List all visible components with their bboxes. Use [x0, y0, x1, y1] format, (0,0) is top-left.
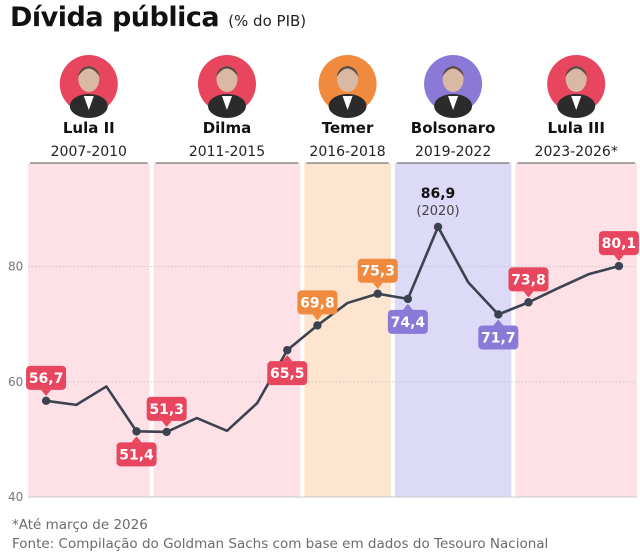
period-years: 2016-2018 [309, 144, 385, 160]
data-point [41, 396, 51, 406]
data-point [403, 294, 413, 304]
data-label: 74,4 [387, 303, 428, 334]
svg-text:51,4: 51,4 [119, 447, 154, 463]
period-band [153, 163, 301, 497]
footnote: *Até março de 2026 [12, 517, 148, 533]
data-label: 56,7 [26, 365, 67, 396]
period-years: 2007-2010 [51, 144, 127, 160]
svg-text:75,3: 75,3 [360, 264, 395, 280]
svg-text:74,4: 74,4 [391, 315, 426, 331]
svg-text:71,7: 71,7 [481, 330, 516, 346]
period-name: Lula III [547, 119, 604, 137]
data-point [494, 310, 503, 319]
portrait-icon [59, 55, 118, 118]
period-name: Temer [322, 119, 374, 137]
period-band [28, 163, 150, 497]
period-header: Lula III 2023-2026* [517, 55, 635, 164]
data-point [132, 427, 141, 436]
period-header: Bolsonaro 2019-2022 [396, 55, 510, 164]
y-tick-label: 80 [8, 260, 23, 274]
data-point [614, 261, 624, 271]
chart-subtitle: (% do PIB) [228, 12, 307, 30]
chart-title: Dívida pública [10, 2, 220, 33]
y-tick-label: 60 [8, 375, 23, 389]
chart-title-block: Dívida pública (% do PIB) [10, 2, 306, 33]
svg-text:56,7: 56,7 [29, 371, 64, 387]
y-tick-label: 40 [8, 490, 23, 504]
period-header: Lula II 2007-2010 [30, 55, 148, 164]
period-years: 2011-2015 [189, 144, 265, 160]
data-label: 80,1 [598, 231, 639, 262]
data-point [524, 298, 533, 307]
period-headers: Lula II 2007-2010 Dilma 2011-2015 Temer 2016-… [30, 55, 635, 164]
period-band [515, 163, 637, 497]
data-label: 73,8 [508, 267, 549, 298]
data-label-sub: (2020) [416, 204, 459, 219]
svg-text:51,3: 51,3 [149, 402, 184, 418]
portrait-icon [318, 55, 377, 118]
data-labels: 56,7 51,4 51,3 65,5 69,8 75,3 74,4 71,7 73,8 80,1… [26, 186, 639, 467]
period-years: 2019-2022 [415, 144, 491, 160]
period-name: Dilma [203, 119, 252, 137]
period-header: Temer 2016-2018 [306, 55, 389, 164]
data-label: 69,8 [297, 290, 338, 321]
data-label: 75,3 [357, 258, 398, 289]
svg-text:73,8: 73,8 [511, 272, 546, 288]
chart-footer: *Até março de 2026 Fonte: Compilação do … [12, 516, 548, 554]
portrait-icon [547, 55, 606, 118]
period-name: Bolsonaro [411, 119, 496, 137]
portrait-icon [424, 55, 483, 118]
period-header: Dilma 2011-2015 [155, 55, 299, 164]
data-label: 71,7 [478, 319, 519, 350]
gridlines: 40 60 80 [8, 260, 637, 504]
period-bands [28, 163, 637, 497]
data-label: 65,5 [267, 355, 308, 386]
data-point [433, 222, 443, 232]
data-point [313, 321, 322, 330]
portrait-icon [197, 55, 256, 118]
period-years: 2023-2026* [535, 144, 618, 160]
svg-text:65,5: 65,5 [270, 366, 305, 382]
data-label: 86,9 [421, 186, 456, 202]
debt-line-chart: 40 60 80 Lula II 2007-2010 Dilma 2011-2015 Tem… [8, 55, 639, 504]
data-label: 51,4 [116, 436, 157, 467]
data-point [283, 345, 292, 355]
svg-text:69,8: 69,8 [300, 295, 335, 311]
source-note: Fonte: Compilação do Goldman Sachs com b… [12, 536, 549, 552]
data-point [162, 427, 171, 437]
period-name: Lula II [63, 119, 115, 137]
period-band [304, 163, 391, 497]
data-point [373, 289, 382, 298]
data-label: 51,3 [146, 396, 187, 427]
svg-text:80,1: 80,1 [602, 236, 637, 252]
